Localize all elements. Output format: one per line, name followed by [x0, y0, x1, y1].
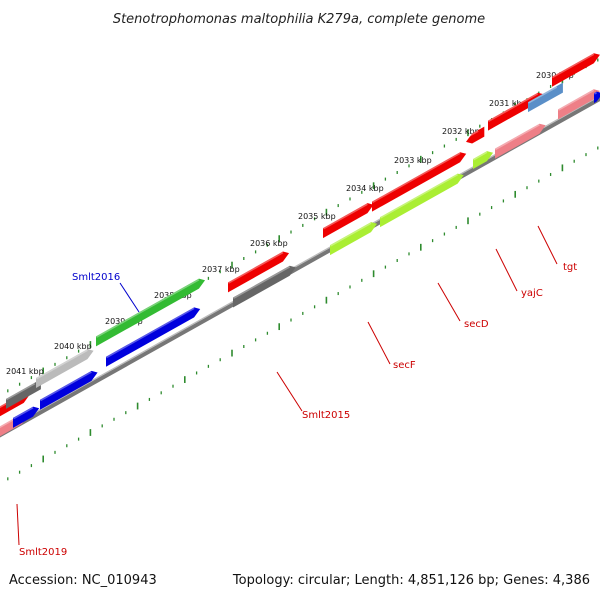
- kbp-label: 2040 kbp: [54, 342, 92, 351]
- leader-line: [276, 371, 303, 412]
- gene-arrow[interactable]: [96, 278, 206, 347]
- gene-label: Smlt2015: [302, 410, 350, 421]
- gene-arrow[interactable]: [372, 152, 467, 212]
- kbp-label: 2036 kbp: [250, 239, 288, 248]
- gene-labels: Smlt2016 tgt yajC secD secF Smlt2015 Smlt2019: [19, 262, 577, 558]
- gene-label: secF: [393, 360, 416, 371]
- gene-features[interactable]: [0, 53, 600, 439]
- kbp-label: 2032 kbp: [442, 127, 480, 136]
- gene-arrow[interactable]: [323, 203, 374, 239]
- gene-arrow[interactable]: [473, 151, 494, 169]
- gene-arrow[interactable]: [380, 173, 464, 228]
- leader-line: [537, 225, 558, 265]
- leader-line: [437, 282, 461, 322]
- gene-arrow[interactable]: [528, 82, 563, 113]
- gene-arrow[interactable]: [228, 251, 290, 293]
- gene-arrow[interactable]: [233, 265, 296, 308]
- kbp-label: 2035 kbp: [298, 212, 336, 221]
- leader-line: [119, 282, 140, 313]
- gene-label: secD: [464, 319, 489, 330]
- accession-text: Accession: NC_010943: [9, 573, 157, 588]
- genome-summary: Topology: circular; Length: 4,851,126 bp…: [232, 573, 590, 588]
- label-leaders: [16, 225, 558, 546]
- kbp-label: 2037 kbp: [202, 265, 240, 274]
- gene-arrow[interactable]: [106, 307, 201, 367]
- gene-arrow[interactable]: [330, 222, 378, 256]
- gene-arrow[interactable]: [6, 379, 41, 409]
- kbp-label: 2034 kbp: [346, 184, 384, 193]
- kbp-label: 2041 kbp: [6, 367, 44, 376]
- gene-label: tgt: [563, 262, 577, 273]
- gene-arrow[interactable]: [40, 370, 98, 410]
- kbp-label: 2031 kbp: [489, 99, 527, 108]
- gene-arrow[interactable]: [466, 126, 485, 144]
- gene-label: Smlt2016: [72, 272, 120, 283]
- gene-arrow[interactable]: [552, 53, 600, 87]
- kbp-label: 2033 kbp: [394, 156, 432, 165]
- leader-line: [495, 248, 518, 292]
- gene-label: yajC: [521, 288, 543, 299]
- genome-title: Stenotrophomonas maltophilia K279a, comp…: [113, 12, 485, 27]
- gene-arrow[interactable]: [13, 406, 40, 428]
- leader-line: [367, 321, 391, 365]
- gene-arrow[interactable]: [36, 349, 94, 389]
- gene-label: Smlt2019: [19, 547, 67, 558]
- leader-line: [16, 503, 20, 546]
- gene-arrow[interactable]: [594, 91, 600, 104]
- gene-arrow[interactable]: [558, 89, 600, 120]
- gene-arrow[interactable]: [495, 123, 546, 159]
